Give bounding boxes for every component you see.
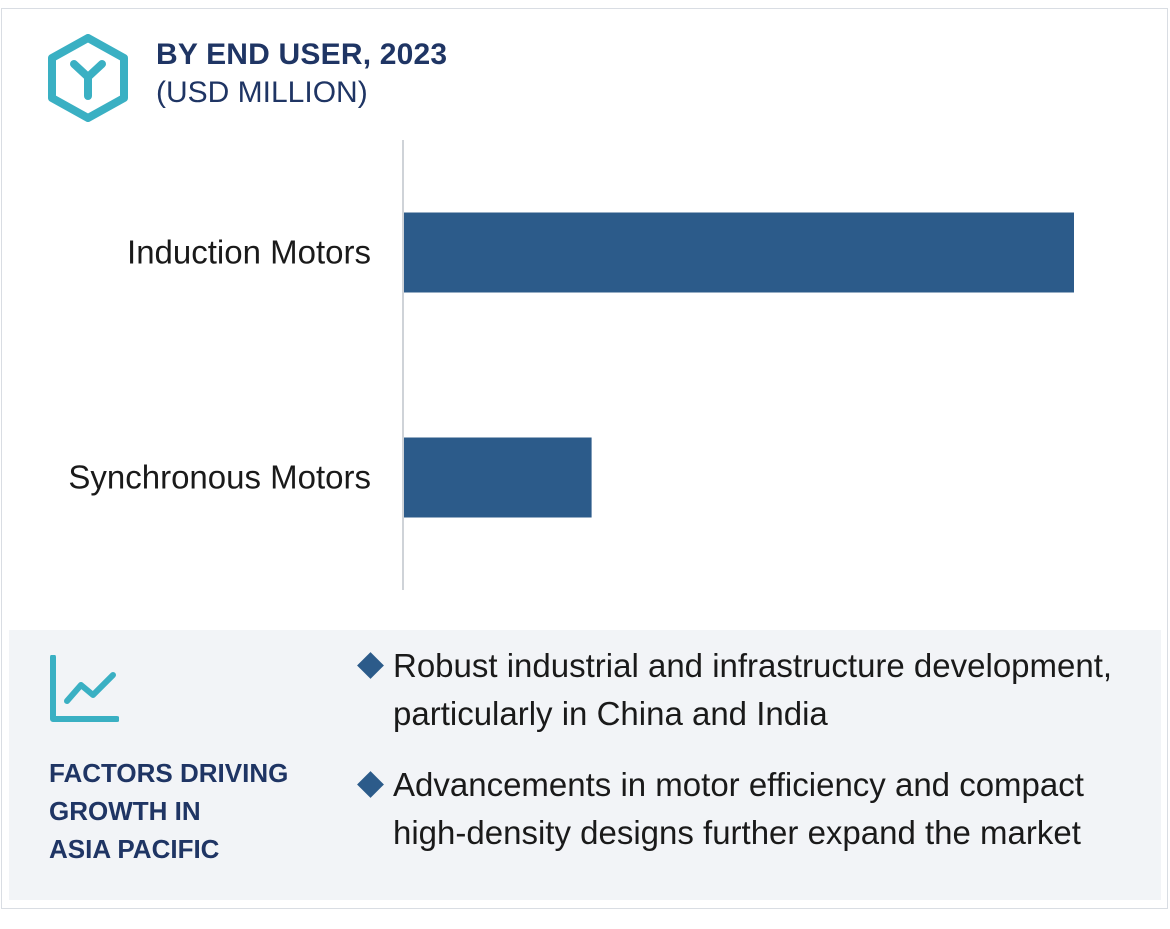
chart-subtitle: (USD MILLION)	[156, 76, 368, 109]
hexagon-y-logo-icon	[48, 34, 128, 122]
trend-line-chart-icon	[50, 655, 119, 722]
factors-panel: FACTORS DRIVING GROWTH IN ASIA PACIFIC R…	[9, 630, 1161, 900]
factors-heading-line: FACTORS DRIVING	[49, 758, 289, 788]
category-label: Synchronous Motors	[68, 459, 371, 496]
bar-group: Induction Motors Synchronous Motors	[68, 212, 1074, 518]
factor-bullet: Robust industrial and infrastructure dev…	[357, 642, 1139, 738]
bar-chart: Induction Motors Synchronous Motors	[68, 140, 1074, 590]
factors-heading-line: ASIA PACIFIC	[49, 834, 220, 864]
factors-heading-line: GROWTH IN	[49, 796, 201, 826]
factor-bullet-text: Robust industrial and infrastructure dev…	[393, 647, 1113, 732]
factor-bullet: Advancements in motor efficiency and com…	[357, 761, 1139, 857]
chart-title: BY END USER, 2023	[156, 38, 448, 71]
category-label: Induction Motors	[127, 234, 371, 271]
bar-synchronous-motors	[404, 437, 592, 518]
bar-induction-motors	[404, 212, 1074, 293]
factor-bullet-text: Advancements in motor efficiency and com…	[393, 766, 1084, 851]
factors-heading: FACTORS DRIVING GROWTH IN ASIA PACIFIC	[49, 754, 329, 868]
